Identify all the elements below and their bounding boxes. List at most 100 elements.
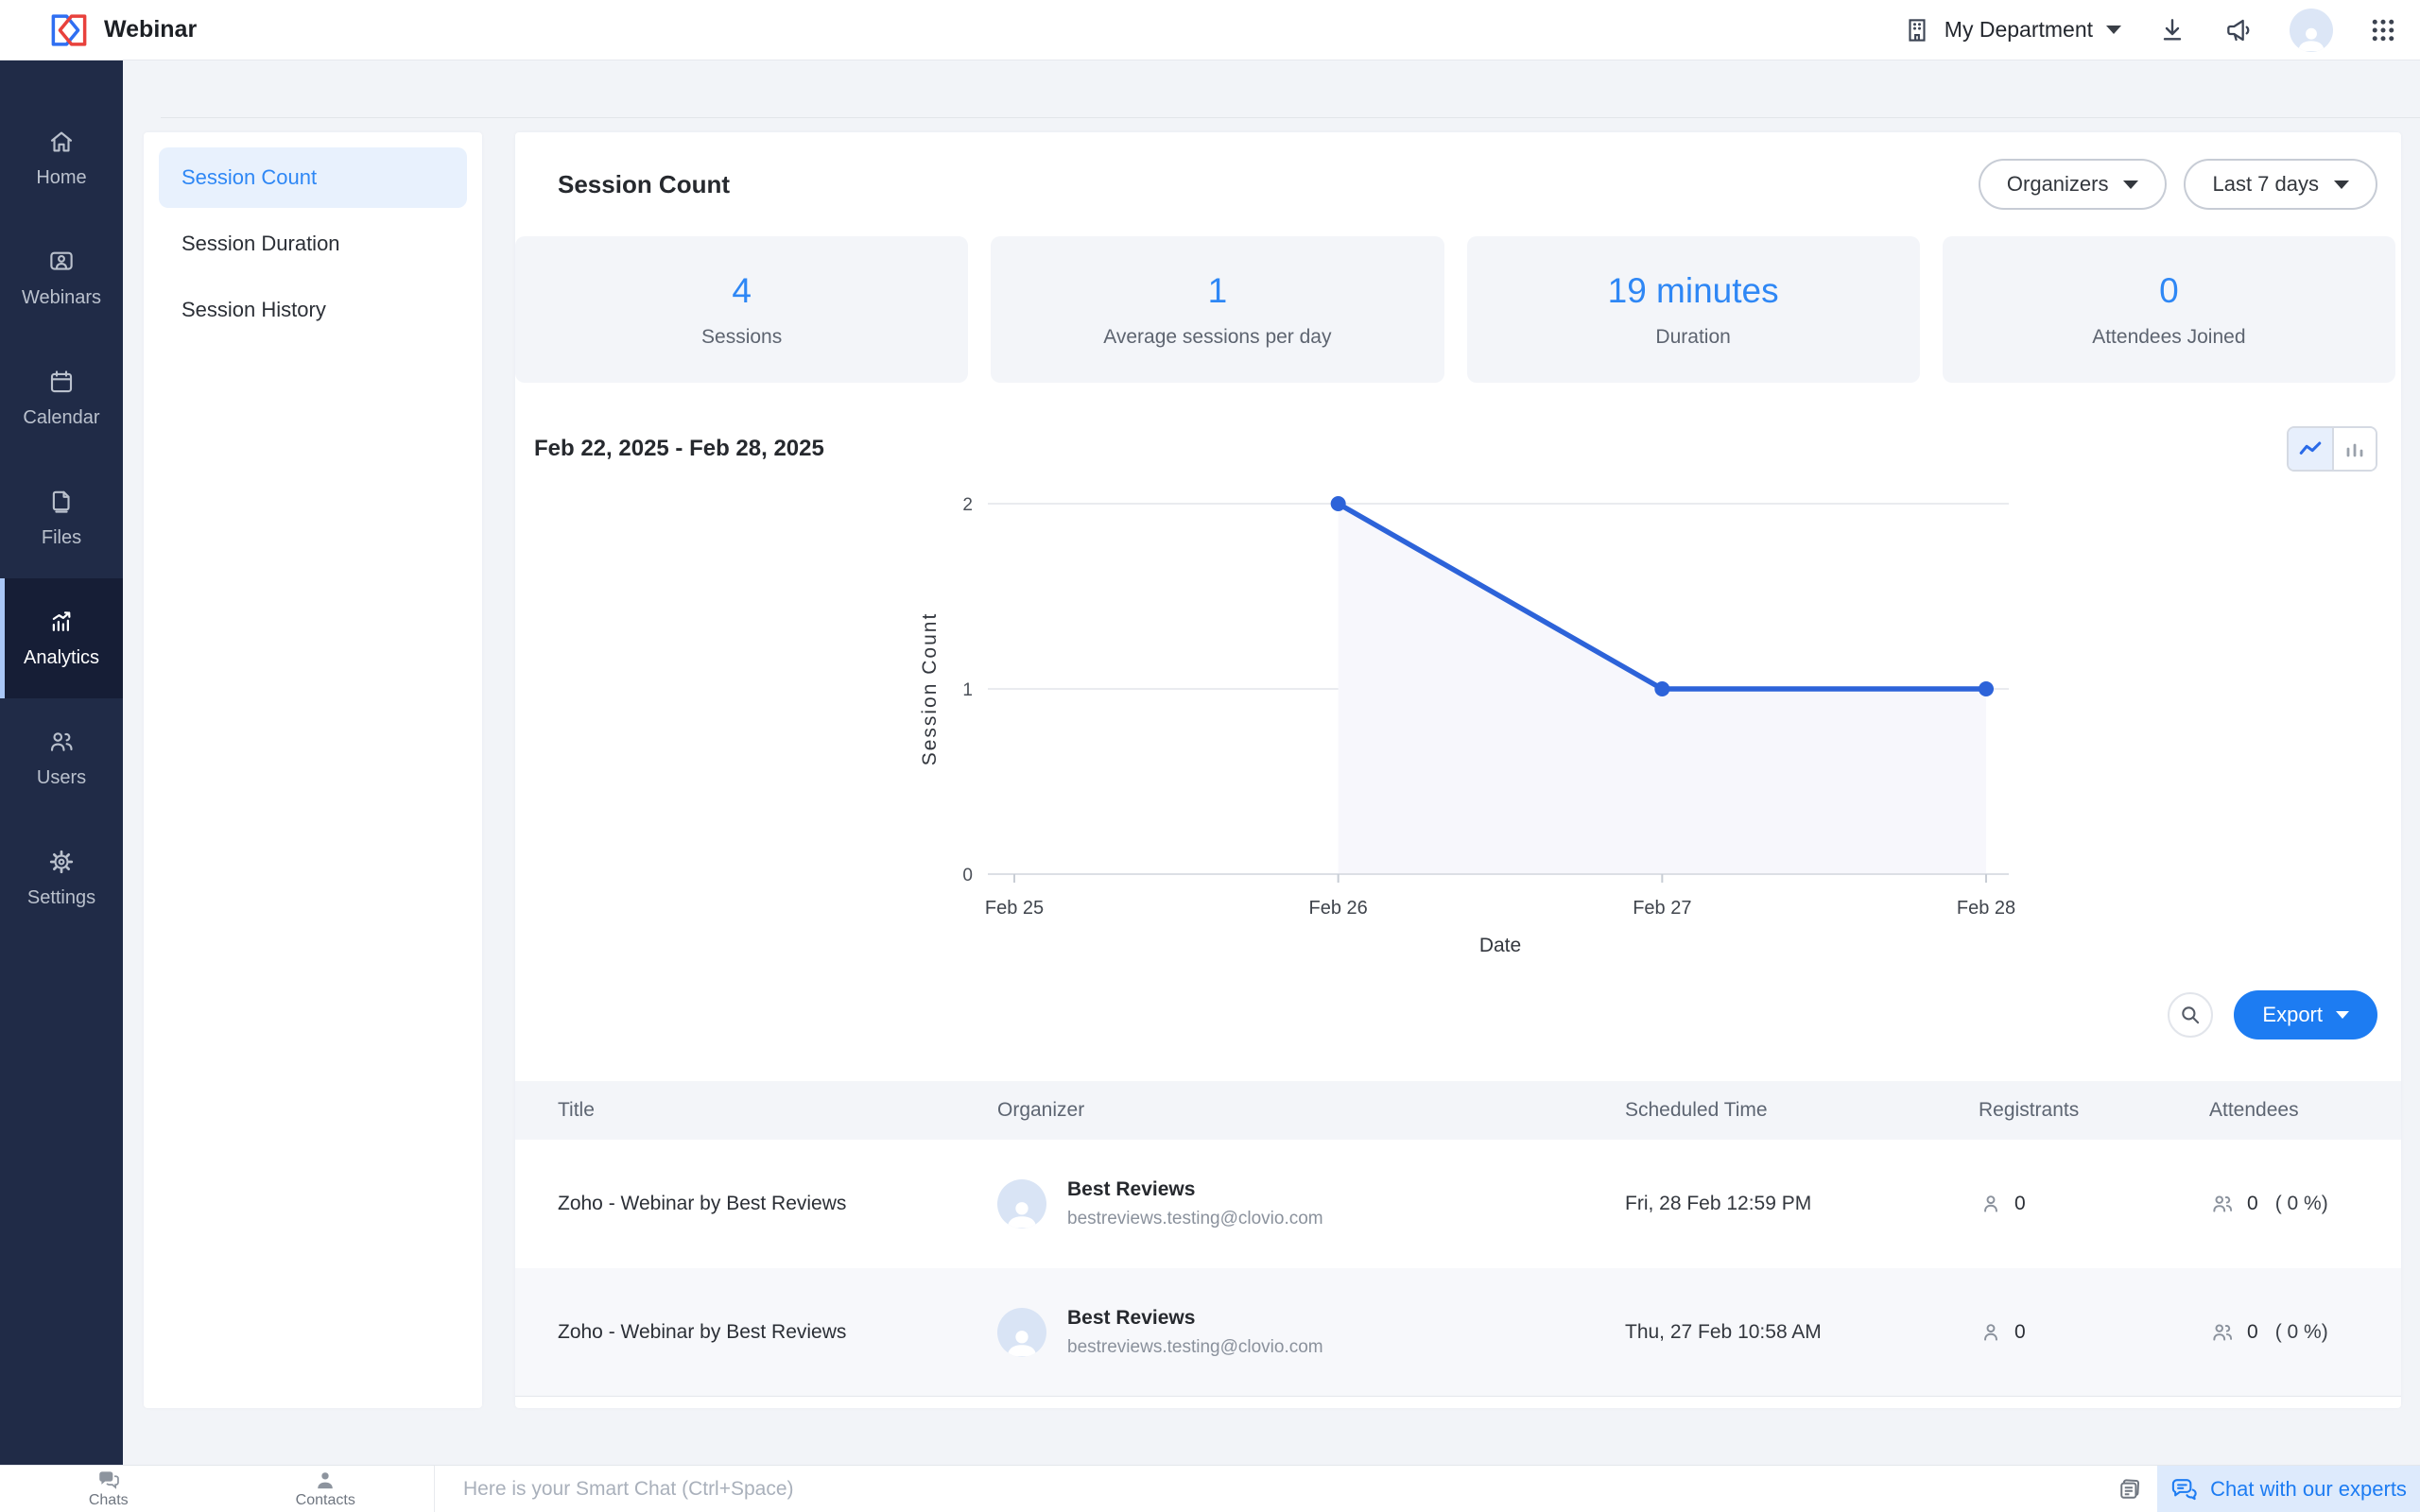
column-header-title: Title	[558, 1099, 595, 1121]
svg-text:2: 2	[962, 495, 973, 515]
sidebar-item-files[interactable]: Files	[0, 458, 123, 578]
attendees-count: 0	[2247, 1193, 2258, 1214]
stat-card-sessions: 4 Sessions	[515, 236, 969, 383]
analytics-submenu: Session Count Session Duration Session H…	[144, 132, 482, 1408]
chats-label: Chats	[88, 1491, 129, 1508]
expert-chat-icon	[2171, 1478, 2197, 1500]
sticky-notes-icon	[2120, 1478, 2140, 1499]
session-count-panel: Session Count Organizers Last 7 days 4 S…	[515, 132, 2401, 1408]
attendees-percentage: ( 0 %)	[2274, 1193, 2328, 1214]
svg-text:Session Count: Session Count	[919, 612, 941, 766]
primary-sidebar: Home Webinars Calendar Files Analytics U…	[0, 60, 123, 1465]
calendar-icon	[50, 370, 73, 393]
app-title: Webinar	[104, 16, 198, 43]
building-icon	[1903, 16, 1931, 44]
table-search-button[interactable]	[2168, 992, 2214, 1038]
smart-chat-input[interactable]	[463, 1477, 2102, 1501]
user-avatar[interactable]	[2290, 8, 2333, 52]
download-icon[interactable]	[2157, 15, 2187, 45]
session-count-chart: 0 1 2 Feb 25 Feb 26 Feb 27 Feb 28 Date Session C…	[908, 487, 2401, 964]
stat-value: 4	[732, 270, 752, 310]
bar-chart-toggle-button[interactable]	[2332, 428, 2376, 470]
stat-card-avg-sessions: 1 Average sessions per day	[991, 236, 1444, 383]
column-header-organizer: Organizer	[997, 1099, 1085, 1121]
sidebar-item-home[interactable]: Home	[0, 98, 123, 218]
sidebar-item-label: Settings	[26, 887, 96, 908]
sidebar-item-users[interactable]: Users	[0, 698, 123, 818]
table-row[interactable]: Zoho - Webinar by Best Reviews Best Revi…	[515, 1268, 2401, 1397]
chart-type-toggle	[2287, 426, 2377, 472]
webinar-title: Zoho - Webinar by Best Reviews	[558, 1320, 847, 1343]
attendees-icon	[2209, 1192, 2236, 1216]
contacts-label: Contacts	[295, 1491, 355, 1508]
content-divider	[161, 117, 2420, 118]
date-range-dropdown[interactable]: Last 7 days	[2184, 159, 2377, 210]
analytics-icon	[52, 611, 71, 631]
stat-label: Sessions	[701, 325, 783, 348]
stat-label: Duration	[1655, 325, 1731, 348]
attendees-percentage: ( 0 %)	[2274, 1320, 2328, 1343]
sessions-table: Title Organizer Scheduled Time Registran…	[515, 1081, 2401, 1397]
apps-grid-icon[interactable]	[2369, 16, 2397, 44]
scheduled-time: Fri, 28 Feb 12:59 PM	[1625, 1193, 1812, 1214]
registrant-icon	[1979, 1320, 2003, 1345]
contacts-button[interactable]: Contacts	[217, 1466, 435, 1512]
submenu-item-label: Session History	[182, 298, 326, 321]
organizers-dropdown-label: Organizers	[2006, 172, 2109, 196]
users-icon	[50, 732, 73, 751]
smart-chat-bar	[435, 1466, 2102, 1512]
submenu-item-session-duration[interactable]: Session Duration	[159, 214, 467, 274]
submenu-item-label: Session Count	[182, 165, 318, 189]
chevron-down-icon	[2106, 26, 2121, 34]
content-area: Session Count Session Duration Session H…	[123, 60, 2420, 1465]
submenu-item-session-count[interactable]: Session Count	[159, 147, 467, 208]
sidebar-item-calendar[interactable]: Calendar	[0, 338, 123, 458]
department-selector[interactable]: My Department	[1903, 16, 2121, 44]
sidebar-item-label: Home	[36, 167, 87, 188]
column-header-registrants: Registrants	[1979, 1099, 2080, 1121]
organizer-email: bestreviews.testing@clovio.com	[1067, 1209, 1323, 1228]
line-chart-toggle-button[interactable]	[2289, 428, 2332, 470]
stat-value: 19 minutes	[1607, 270, 1779, 310]
column-header-scheduled-time: Scheduled Time	[1625, 1099, 1768, 1121]
stat-value: 0	[2159, 270, 2179, 310]
attendees-icon	[2209, 1320, 2236, 1345]
sidebar-item-label: Users	[36, 767, 87, 788]
organizers-dropdown[interactable]: Organizers	[1978, 159, 2168, 210]
chats-button[interactable]: Chats	[0, 1466, 217, 1512]
svg-text:Feb 25: Feb 25	[985, 898, 1044, 919]
contacts-icon	[318, 1471, 334, 1488]
chats-icon	[98, 1470, 119, 1489]
scheduled-time: Thu, 27 Feb 10:58 AM	[1625, 1320, 1822, 1343]
chevron-down-icon	[2334, 180, 2349, 189]
stat-card-duration: 19 minutes Duration	[1466, 236, 1920, 383]
svg-text:0: 0	[962, 866, 973, 885]
export-button-label: Export	[2262, 1003, 2323, 1026]
page-title: Session Count	[558, 169, 731, 198]
stat-card-attendees-joined: 0 Attendees Joined	[1942, 236, 2395, 383]
announcement-icon[interactable]	[2223, 15, 2254, 45]
webinar-title: Zoho - Webinar by Best Reviews	[558, 1193, 847, 1214]
settings-icon	[49, 850, 74, 874]
svg-text:1: 1	[962, 680, 973, 700]
date-range-dropdown-label: Last 7 days	[2212, 172, 2319, 196]
submenu-item-label: Session Duration	[182, 232, 340, 255]
chat-with-experts-label: Chat with our experts	[2210, 1476, 2407, 1501]
svg-text:Feb 26: Feb 26	[1309, 898, 1368, 919]
chat-with-experts-button[interactable]: Chat with our experts	[2157, 1466, 2420, 1512]
sidebar-item-settings[interactable]: Settings	[0, 818, 123, 938]
sidebar-item-analytics[interactable]: Analytics	[0, 578, 123, 698]
stats-row: 4 Sessions 1 Average sessions per day 19…	[515, 236, 2395, 383]
registrant-icon	[1979, 1192, 2003, 1216]
organizer-name: Best Reviews	[1067, 1306, 1196, 1329]
files-icon	[52, 490, 70, 513]
submenu-item-session-history[interactable]: Session History	[159, 280, 467, 340]
sticky-notes-button[interactable]	[2102, 1466, 2157, 1512]
sidebar-item-label: Files	[41, 527, 82, 548]
export-button[interactable]: Export	[2234, 990, 2377, 1040]
table-row[interactable]: Zoho - Webinar by Best Reviews Best Revi…	[515, 1140, 2401, 1268]
stat-label: Average sessions per day	[1103, 325, 1332, 348]
sidebar-item-webinars[interactable]: Webinars	[0, 218, 123, 338]
attendees-count: 0	[2247, 1320, 2258, 1343]
